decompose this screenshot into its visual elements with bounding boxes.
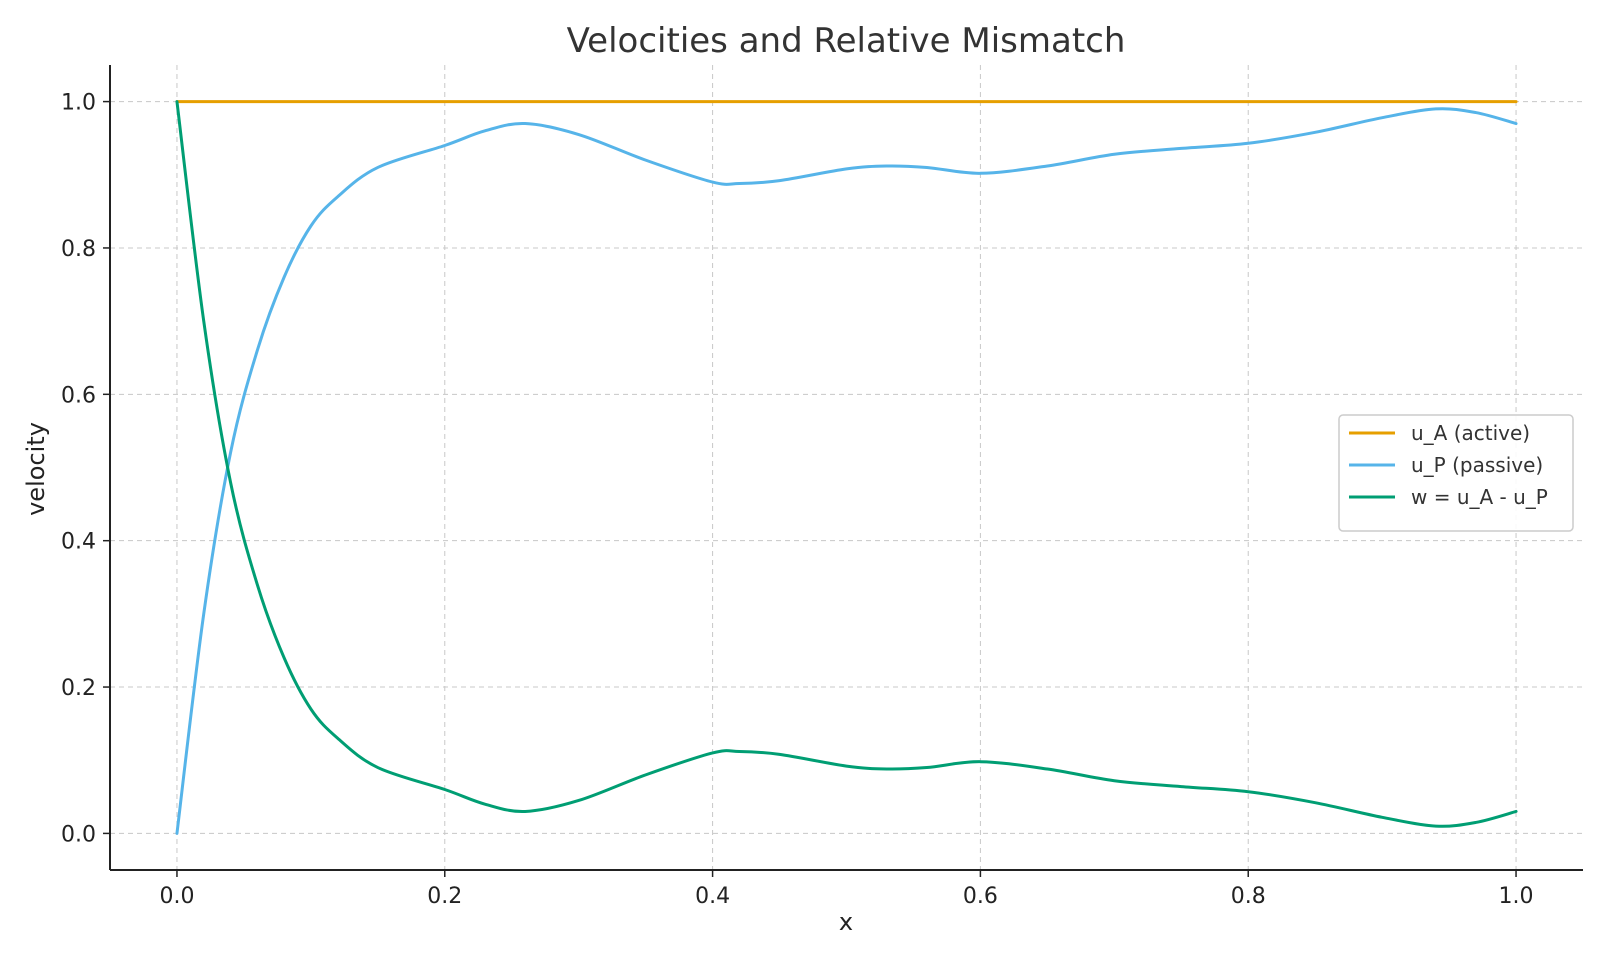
- x-tick-label: 0.8: [1231, 884, 1266, 909]
- chart-title: Velocities and Relative Mismatch: [567, 21, 1126, 61]
- x-tick-label: 1.0: [1499, 884, 1534, 909]
- x-tick-label: 0.0: [159, 884, 194, 909]
- series-line-w-u-a-u-p: [175, 100, 1518, 828]
- legend-label: u_P (passive): [1411, 453, 1543, 477]
- y-tick-label: 1.0: [61, 91, 96, 116]
- series-lines: [175, 100, 1518, 835]
- legend: u_A (active) u_P (passive) w = u_A - u_P: [1338, 414, 1574, 532]
- legend-box: [1338, 414, 1574, 532]
- x-tick-label: 0.4: [695, 884, 730, 909]
- series-line-u-p-passive: [175, 107, 1518, 835]
- axes: [109, 65, 1583, 871]
- y-tick-label: 0.8: [61, 237, 96, 262]
- y-tick-label: 0.4: [61, 530, 96, 555]
- y-tick-label: 0.6: [61, 383, 96, 408]
- y-axis-label: velocity: [22, 422, 50, 516]
- legend-label: w = u_A - u_P: [1411, 485, 1548, 509]
- y-tick-label: 0.0: [61, 822, 96, 847]
- x-axis-label: x: [839, 908, 853, 936]
- x-tick-label: 0.2: [427, 884, 462, 909]
- y-tick-label: 0.2: [61, 676, 96, 701]
- x-tick-label: 0.6: [963, 884, 998, 909]
- legend-label: u_A (active): [1411, 421, 1530, 445]
- tick-labels: 0.0 0.2 0.4 0.6 0.8 1.0 0.0 0.2 0.4 0.6 0.8 1.0: [61, 91, 1534, 909]
